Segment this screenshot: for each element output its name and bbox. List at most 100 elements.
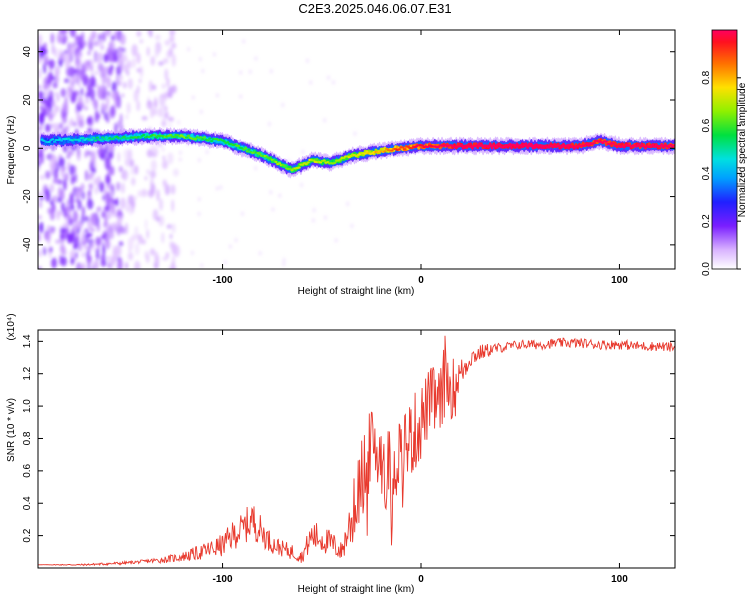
ridge-segment: [592, 142, 596, 145]
noise-speck: [104, 112, 108, 120]
noise-speck: [134, 165, 139, 175]
noise-speck: [215, 186, 219, 191]
noise-speck: [87, 51, 91, 56]
ridge-segment: [611, 142, 616, 145]
noise-speck: [87, 174, 94, 180]
noise-speck: [106, 94, 110, 107]
noise-speck: [150, 107, 154, 119]
snr-y-axis-label: SNR (10 * v/v): [6, 398, 17, 462]
noise-speck: [95, 236, 102, 246]
colorbar-gradient: [711, 29, 738, 270]
noise-speck: [72, 121, 77, 127]
ridge-segment: [142, 133, 146, 137]
spectrogram-heatmap: [38, 30, 675, 269]
noise-speck: [80, 183, 85, 191]
noise-speck: [168, 47, 174, 57]
noise-speck: [200, 109, 203, 114]
noise-speck: [90, 240, 95, 250]
noise-speck: [74, 173, 77, 183]
noise-speck: [51, 43, 55, 55]
noise-speck: [113, 53, 118, 62]
noise-speck: [39, 221, 44, 234]
noise-speck: [94, 110, 99, 123]
noise-speck: [161, 232, 165, 244]
noise-speck: [127, 148, 133, 162]
noise-speck: [124, 261, 129, 269]
y-tick-label: 1.4: [22, 334, 33, 348]
noise-speck: [77, 264, 85, 269]
ridge-segment: [635, 145, 639, 148]
noise-speck: [43, 77, 48, 90]
noise-speck: [39, 174, 46, 180]
noise-speck: [76, 231, 80, 244]
noise-speck: [147, 189, 155, 198]
ridge-segment: [274, 160, 278, 164]
noise-speck: [127, 78, 133, 90]
noise-speck: [147, 99, 151, 105]
ridge-segment: [636, 143, 641, 146]
noise-speck: [53, 122, 60, 132]
colorbar-tick-label: 0.2: [701, 214, 712, 228]
x-tick-label: 0: [418, 275, 424, 286]
ridge-segment: [122, 135, 126, 138]
noise-speck: [171, 84, 177, 94]
noise-speck: [54, 91, 59, 97]
noise-speck: [139, 39, 144, 44]
ridge-segment: [81, 136, 85, 140]
noise-speck: [109, 105, 116, 117]
ridge-segment: [258, 153, 262, 156]
ridge-segment: [138, 136, 142, 139]
noise-speck: [136, 84, 140, 94]
noise-speck: [134, 242, 140, 256]
noise-speck: [48, 71, 54, 82]
noise-speck: [136, 100, 141, 112]
noise-speck: [171, 42, 177, 49]
y-tick-label: 40: [22, 46, 33, 58]
ridge-segment: [529, 143, 533, 147]
noise-speck: [166, 224, 172, 229]
noise-speck: [89, 65, 94, 72]
noise-speck: [122, 81, 127, 89]
noise-speck: [86, 254, 92, 265]
ridge-segment: [99, 138, 103, 142]
noise-speck: [104, 216, 108, 226]
noise-speck: [49, 123, 54, 128]
noise-speck: [70, 257, 75, 266]
noise-speck: [162, 58, 169, 64]
noise-speck: [156, 216, 161, 222]
noise-speck: [161, 159, 168, 170]
spectrogram-panel: -100 0 100 -40 -20 0 20 40 Height of straight l…: [6, 29, 676, 297]
noise-speck: [96, 206, 102, 212]
colorbar-tick-label: 0.8: [701, 70, 712, 84]
ridge-segment: [365, 150, 369, 153]
noise-speck: [38, 190, 43, 198]
colorbar-tick-label: 0.0: [701, 262, 712, 276]
noise-speck: [105, 30, 112, 37]
noise-speck: [103, 53, 109, 63]
ridge-segment: [661, 145, 666, 149]
noise-speck: [59, 233, 65, 240]
noise-speck: [113, 199, 118, 205]
noise-speck: [164, 111, 169, 119]
noise-speck: [104, 157, 111, 170]
noise-speck: [167, 116, 175, 122]
noise-speck: [171, 199, 175, 212]
noise-speck: [49, 246, 53, 253]
noise-speck: [67, 213, 72, 221]
ridge-segment: [202, 136, 207, 139]
noise-speck: [63, 52, 69, 60]
noise-speck: [114, 30, 118, 41]
noise-speck: [87, 261, 91, 269]
noise-speck: [137, 235, 144, 245]
noise-speck: [88, 183, 94, 189]
noise-speck: [88, 150, 91, 156]
noise-speck: [154, 251, 159, 264]
ridge-segment: [652, 145, 657, 148]
noise-speck: [49, 59, 56, 70]
noise-speck: [158, 198, 163, 211]
noise-speck: [115, 245, 122, 257]
noise-speck: [93, 177, 100, 186]
ridge-segment: [494, 145, 498, 148]
noise-speck: [125, 157, 130, 168]
noise-speck: [167, 152, 174, 165]
